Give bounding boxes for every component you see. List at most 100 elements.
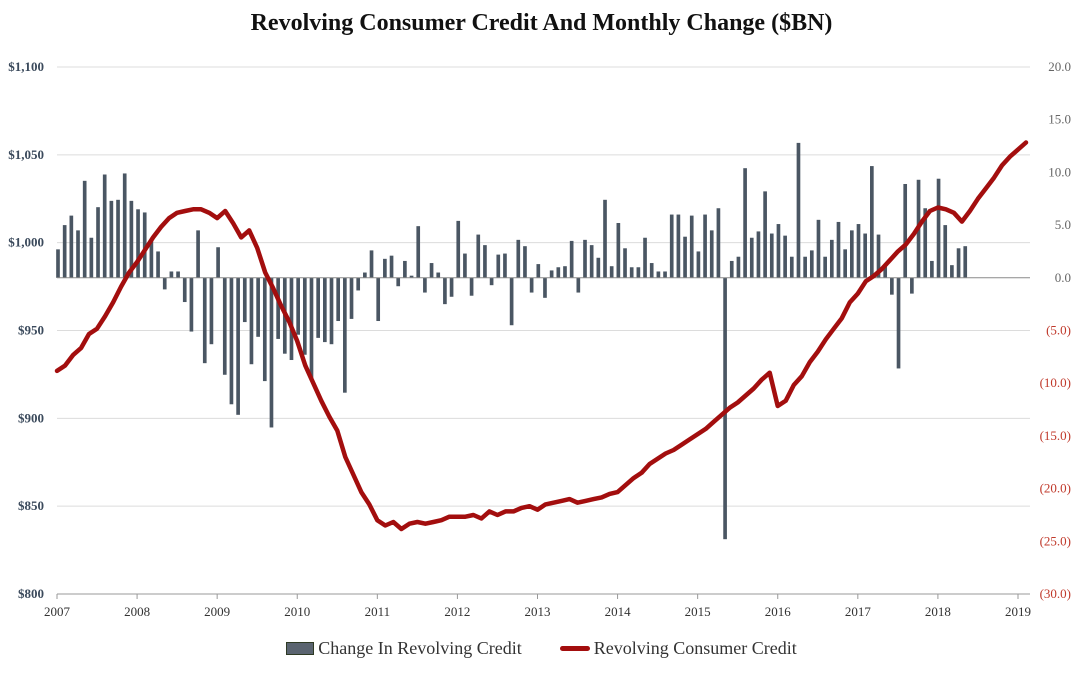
- bar: [729, 260, 734, 278]
- bar: [769, 233, 774, 278]
- bar: [529, 277, 534, 293]
- bar: [676, 214, 681, 278]
- right-tick-label: (5.0): [1046, 323, 1071, 338]
- bar: [316, 277, 320, 338]
- bar: [229, 277, 234, 405]
- bar: [289, 277, 294, 361]
- right-tick-label: 20.0: [1048, 59, 1071, 74]
- bar: [896, 277, 901, 369]
- legend: Change In Revolving Credit Revolving Con…: [0, 638, 1083, 659]
- x-tick-label: 2017: [845, 604, 872, 619]
- x-tick-label: 2015: [685, 604, 711, 619]
- bar: [843, 249, 847, 278]
- bar: [556, 267, 561, 278]
- left-tick-label: $1,050: [8, 147, 44, 162]
- bar-series-change-in-revolving-credit: [56, 142, 1030, 540]
- bar: [349, 277, 354, 319]
- bar: [669, 214, 674, 278]
- bar: [162, 277, 167, 290]
- bar: [176, 271, 180, 278]
- bar: [523, 246, 527, 278]
- bar: [62, 225, 67, 278]
- bar: [963, 246, 968, 278]
- bar: [489, 277, 494, 286]
- bar: [409, 275, 414, 278]
- bar: [483, 245, 487, 278]
- bar: [883, 266, 888, 278]
- bar: [543, 277, 547, 298]
- bar: [82, 180, 87, 278]
- bar: [816, 219, 821, 278]
- right-tick-label: 15.0: [1048, 112, 1071, 127]
- bar: [663, 271, 667, 278]
- bar: [189, 277, 194, 332]
- bar: [109, 200, 114, 278]
- bar: [102, 174, 107, 278]
- legend-label-change: Change In Revolving Credit: [318, 638, 522, 658]
- bar: [336, 277, 341, 322]
- bar: [389, 255, 394, 278]
- bar: [302, 277, 307, 355]
- bar: [623, 248, 627, 278]
- bar: [756, 231, 761, 278]
- bar: [469, 277, 474, 296]
- bar: [689, 215, 694, 278]
- bar: [903, 183, 908, 278]
- axes: $1,100 $1,050 $1,000 $950 $900 $850 $800 20.0 15…: [8, 59, 1071, 619]
- bar: [583, 239, 587, 278]
- bar: [956, 248, 961, 278]
- bar: [536, 264, 541, 278]
- bar: [923, 208, 928, 278]
- right-tick-label: 5.0: [1055, 217, 1071, 232]
- bar: [576, 277, 581, 293]
- right-tick-label: 10.0: [1048, 164, 1071, 179]
- bar: [322, 277, 327, 343]
- bar: [156, 251, 160, 278]
- bar: [376, 277, 381, 322]
- bar: [569, 240, 574, 278]
- bar: [749, 237, 754, 278]
- bar: [809, 250, 814, 278]
- bar: [596, 257, 601, 278]
- bar: [803, 256, 807, 278]
- bar: [696, 251, 701, 278]
- credit-line: [54, 140, 1029, 532]
- bar: [329, 277, 334, 345]
- bar: [196, 230, 200, 278]
- bar: [910, 277, 914, 294]
- bar: [943, 225, 948, 278]
- bar: [930, 260, 934, 278]
- x-tick-label: 2011: [365, 604, 391, 619]
- bar: [563, 266, 567, 278]
- bar: [890, 277, 894, 295]
- bar: [549, 270, 554, 278]
- right-tick-label: (20.0): [1040, 481, 1071, 496]
- chart-title: Revolving Consumer Credit And Monthly Ch…: [250, 10, 833, 36]
- bar: [429, 263, 434, 278]
- bar: [723, 277, 727, 540]
- x-tick-label: 2016: [765, 604, 792, 619]
- bar: [56, 249, 60, 278]
- bar: [636, 267, 641, 278]
- bar: [609, 266, 614, 278]
- bar: [683, 236, 687, 278]
- bar: [222, 277, 227, 375]
- bar: [89, 237, 94, 278]
- bar: [876, 234, 881, 278]
- bar: [603, 199, 607, 278]
- bar: [242, 277, 247, 323]
- bar: [656, 271, 661, 278]
- x-tick-label: 2013: [524, 604, 550, 619]
- bar: [703, 214, 707, 278]
- bar: [443, 277, 447, 305]
- bar: [276, 277, 280, 339]
- bar: [356, 277, 361, 291]
- bar: [363, 272, 367, 278]
- bar: [369, 250, 374, 278]
- bar: [616, 222, 621, 278]
- line-series-revolving-consumer-credit: [54, 140, 1029, 532]
- x-tick-label: 2014: [605, 604, 632, 619]
- bar: [216, 247, 220, 278]
- bar: [496, 254, 501, 278]
- bar: [476, 234, 481, 278]
